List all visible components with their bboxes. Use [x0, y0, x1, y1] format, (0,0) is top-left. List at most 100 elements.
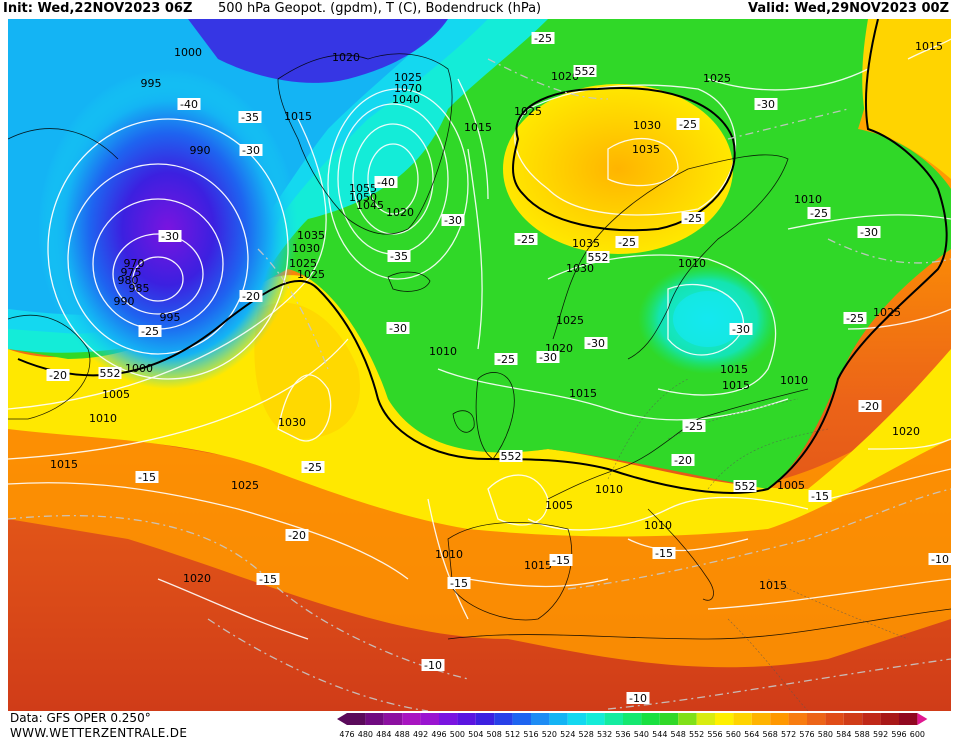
- scale-swatch: [512, 713, 531, 725]
- scale-swatch: [862, 713, 881, 725]
- scandinavian-ridge: [503, 84, 733, 254]
- temperature-label-box: [681, 212, 705, 224]
- scale-label: 572: [781, 730, 796, 739]
- pressure-label: 1015: [464, 121, 492, 134]
- pressure-label: 1005: [777, 479, 805, 492]
- pressure-label: 1015: [569, 387, 597, 400]
- temperature-label-box: [531, 32, 555, 44]
- temperature-label-box: [808, 490, 832, 502]
- country-borders: [607, 378, 909, 711]
- pressure-label: 1005: [102, 388, 130, 401]
- scale-label: 600: [910, 730, 925, 739]
- temperature-label-box: [858, 400, 882, 412]
- pressure-label: 1025: [231, 479, 259, 492]
- map-footer: Data: GFS OPER 0.250° WWW.WETTERZENTRALE…: [0, 711, 959, 741]
- pressure-label: 1035: [297, 229, 325, 242]
- pressure-label: 1010: [595, 483, 623, 496]
- weather-map[interactable]: 1000995101599010201025107010401015105510…: [8, 19, 951, 711]
- geopotential-label: 552: [501, 450, 522, 463]
- map-title: 500 hPa Geopot. (gpdm), T (C), Bodendruc…: [218, 1, 542, 16]
- temperature-label: -35: [390, 250, 408, 263]
- temperature-label-box: [671, 454, 695, 466]
- geopotential-label-box: [586, 251, 610, 263]
- temperature-label: -10: [629, 692, 647, 705]
- scale-arrow-left: [337, 713, 347, 725]
- ne-warm-corner: [862, 19, 951, 179]
- geopotential-label: 552: [100, 367, 121, 380]
- orange-band: [8, 399, 951, 668]
- scale-swatch: [880, 713, 899, 725]
- scale-label: 548: [671, 730, 686, 739]
- scale-swatch: [899, 713, 918, 725]
- scale-label: 544: [652, 730, 667, 739]
- temperature-label: -15: [450, 577, 468, 590]
- scale-swatch: [383, 713, 403, 725]
- scale-label: 532: [597, 730, 612, 739]
- pressure-label: 1000: [174, 46, 202, 59]
- scale-swatch: [696, 713, 715, 725]
- pressure-label: 1020: [892, 425, 920, 438]
- pressure-label: 1010: [794, 193, 822, 206]
- scale-swatch: [457, 713, 476, 725]
- scale-label: 520: [542, 730, 557, 739]
- temperature-label-box: [138, 325, 162, 337]
- scale-swatch: [770, 713, 789, 725]
- temperature-label: -25: [810, 207, 828, 220]
- scale-arrow-right: [917, 713, 928, 725]
- temperature-label: -40: [377, 176, 395, 189]
- scale-label: 484: [376, 730, 391, 739]
- scale-label: 592: [873, 730, 888, 739]
- pressure-label: 1020: [332, 51, 360, 64]
- geopotential-label-box: [499, 450, 523, 462]
- temperature-label: -25: [846, 312, 864, 325]
- temperature-label-box: [549, 554, 573, 566]
- pressure-label: 1025: [297, 268, 325, 281]
- pressure-label: 1025: [703, 72, 731, 85]
- pressure-label: 1035: [632, 143, 660, 156]
- temperature-label: -20: [674, 454, 692, 467]
- scale-label: 524: [560, 730, 575, 739]
- pressure-label: 1015: [722, 379, 750, 392]
- scale-label: 528: [579, 730, 594, 739]
- geopotential-labels: 552 552 552 552 552: [98, 65, 757, 493]
- geopotential-label: 552: [735, 480, 756, 493]
- purple-trough-north: [188, 19, 448, 83]
- temperature-label: -25: [684, 212, 702, 225]
- scale-label: 508: [487, 730, 502, 739]
- temperature-label: -25: [618, 236, 636, 249]
- pressure-label: 1045: [356, 199, 384, 212]
- pressure-label: 1055: [349, 182, 377, 195]
- cold-pool-core: [673, 291, 743, 347]
- temperature-label: -25: [304, 461, 322, 474]
- pressure-label: 1030: [292, 242, 320, 255]
- scale-label: 492: [413, 730, 428, 739]
- temperature-label: -30: [242, 144, 260, 157]
- scale-swatch: [641, 713, 660, 725]
- pressure-label: 1015: [50, 458, 78, 471]
- temperature-label-box: [256, 573, 280, 585]
- temperature-label-box: [238, 111, 262, 123]
- pressure-label: 990: [114, 295, 135, 308]
- geopotential-label-box: [733, 480, 757, 492]
- temperature-label: -30: [587, 337, 605, 350]
- temperature-label-box: [494, 353, 518, 365]
- scale-label: 560: [726, 730, 741, 739]
- temperature-label: -25: [517, 233, 535, 246]
- temperature-label-box: [928, 553, 951, 565]
- temperature-label-box: [177, 98, 201, 110]
- temperature-label: -15: [811, 490, 829, 503]
- temperature-label-box: [135, 471, 159, 483]
- temperature-label: -25: [141, 325, 159, 338]
- scale-swatch: [843, 713, 863, 725]
- temperature-label-box: [843, 312, 867, 324]
- data-source: Data: GFS OPER 0.250°: [10, 711, 151, 725]
- scale-label: 580: [818, 730, 833, 739]
- pressure-label: 1040: [392, 93, 420, 106]
- scale-swatch: [347, 713, 366, 725]
- surface-pressure-labels: 1000995101599010201025107010401015105510…: [50, 40, 943, 592]
- pressure-label: 1000: [125, 362, 153, 375]
- temperature-label: -30: [539, 351, 557, 364]
- pressure-label: 1015: [915, 40, 943, 53]
- temperature-label-box: [857, 226, 881, 238]
- pressure-label: 1010: [89, 412, 117, 425]
